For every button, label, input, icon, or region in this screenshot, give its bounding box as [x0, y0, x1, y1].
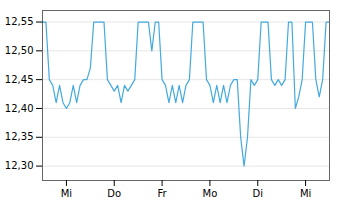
svg-text:Mi: Mi [300, 188, 311, 199]
svg-text:Do: Do [107, 188, 121, 199]
svg-text:12,30: 12,30 [5, 160, 34, 171]
svg-text:12,45: 12,45 [5, 74, 34, 85]
svg-text:12,55: 12,55 [5, 16, 34, 27]
svg-text:12,50: 12,50 [5, 45, 34, 56]
svg-text:Mi: Mi [61, 188, 72, 199]
svg-text:Di: Di [253, 188, 263, 199]
svg-text:Fr: Fr [158, 188, 168, 199]
svg-text:12,35: 12,35 [5, 131, 34, 142]
svg-text:12,40: 12,40 [5, 103, 34, 114]
svg-text:Mo: Mo [203, 188, 218, 199]
